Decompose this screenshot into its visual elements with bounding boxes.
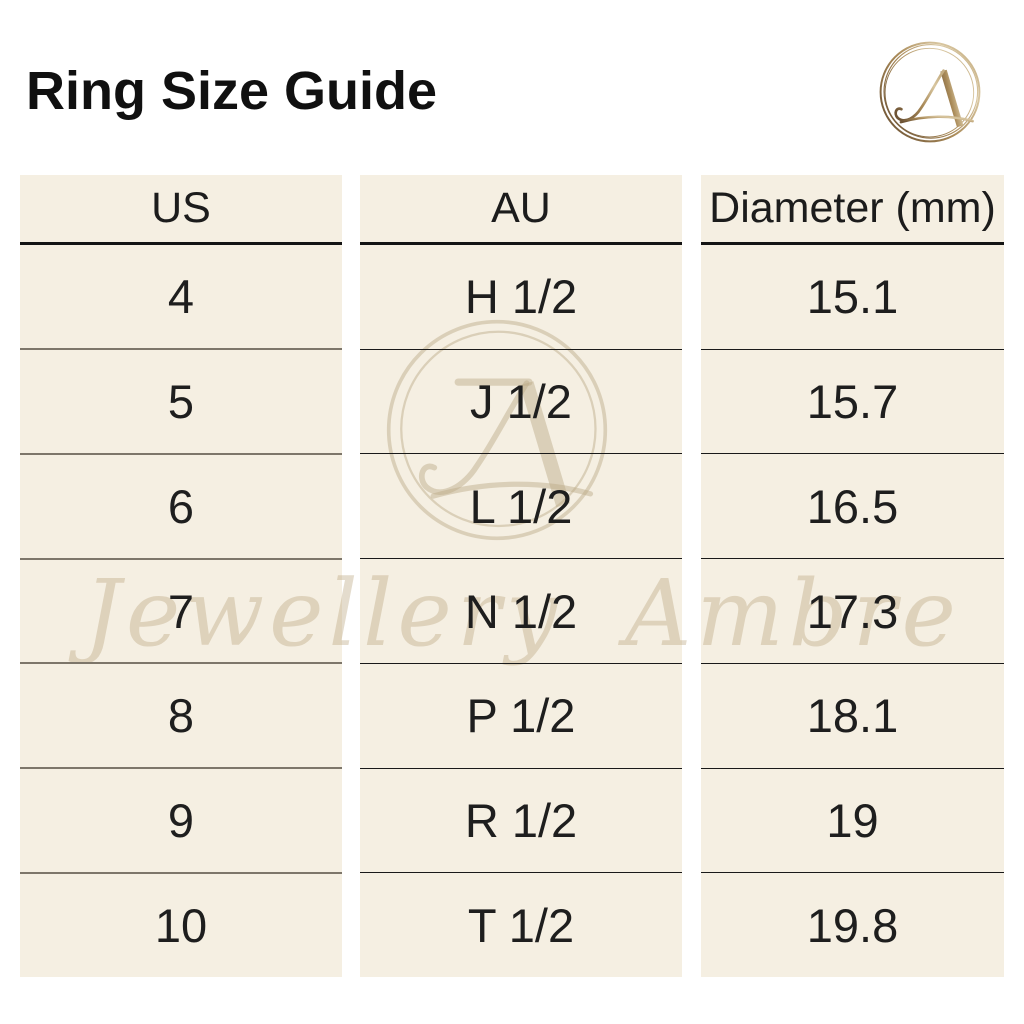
table-cell: 9 (20, 767, 342, 872)
table-cell: 15.7 (701, 348, 1004, 454)
table-cell: R 1/2 (360, 767, 682, 873)
table-cell: 10 (20, 872, 342, 977)
table-cell: 15.1 (806, 270, 899, 324)
table-cell: T 1/2 (360, 872, 682, 977)
page-title: Ring Size Guide (26, 61, 438, 121)
table-cell: 18.1 (701, 662, 1004, 768)
table-cell: 5 (20, 347, 342, 453)
table-cell: 4 (167, 269, 195, 323)
size-column-us: US 4 5 6 7 8 9 10 (20, 175, 342, 977)
column-header: Diameter (mm) (701, 175, 1004, 245)
table-cell: 7 (20, 557, 342, 663)
column-header: US (20, 175, 342, 245)
column-header: AU (360, 175, 682, 245)
table-cell: 16.5 (701, 453, 1004, 558)
table-cell: 19 (701, 767, 1004, 873)
table-cell: P 1/2 (360, 662, 682, 768)
table-cell: 19.8 (701, 872, 1004, 977)
table-cell: N 1/2 (360, 558, 682, 663)
table-cell: 8 (20, 662, 342, 767)
table-cell: J 1/2 (360, 348, 682, 454)
brand-ja-monogram-icon (879, 41, 981, 143)
table-cell: 6 (20, 452, 342, 558)
size-column-au: AU H 1/2 J 1/2 L 1/2 N 1/2 P 1/2 R 1/2 T 1/2 (360, 175, 682, 977)
table-cell: H 1/2 (464, 270, 578, 324)
size-column-diameter: Diameter (mm) 15.1 15.7 16.5 17.3 18.1 19 19.8 (701, 175, 1004, 977)
table-cell: L 1/2 (360, 453, 682, 558)
table-cell: 17.3 (701, 558, 1004, 663)
